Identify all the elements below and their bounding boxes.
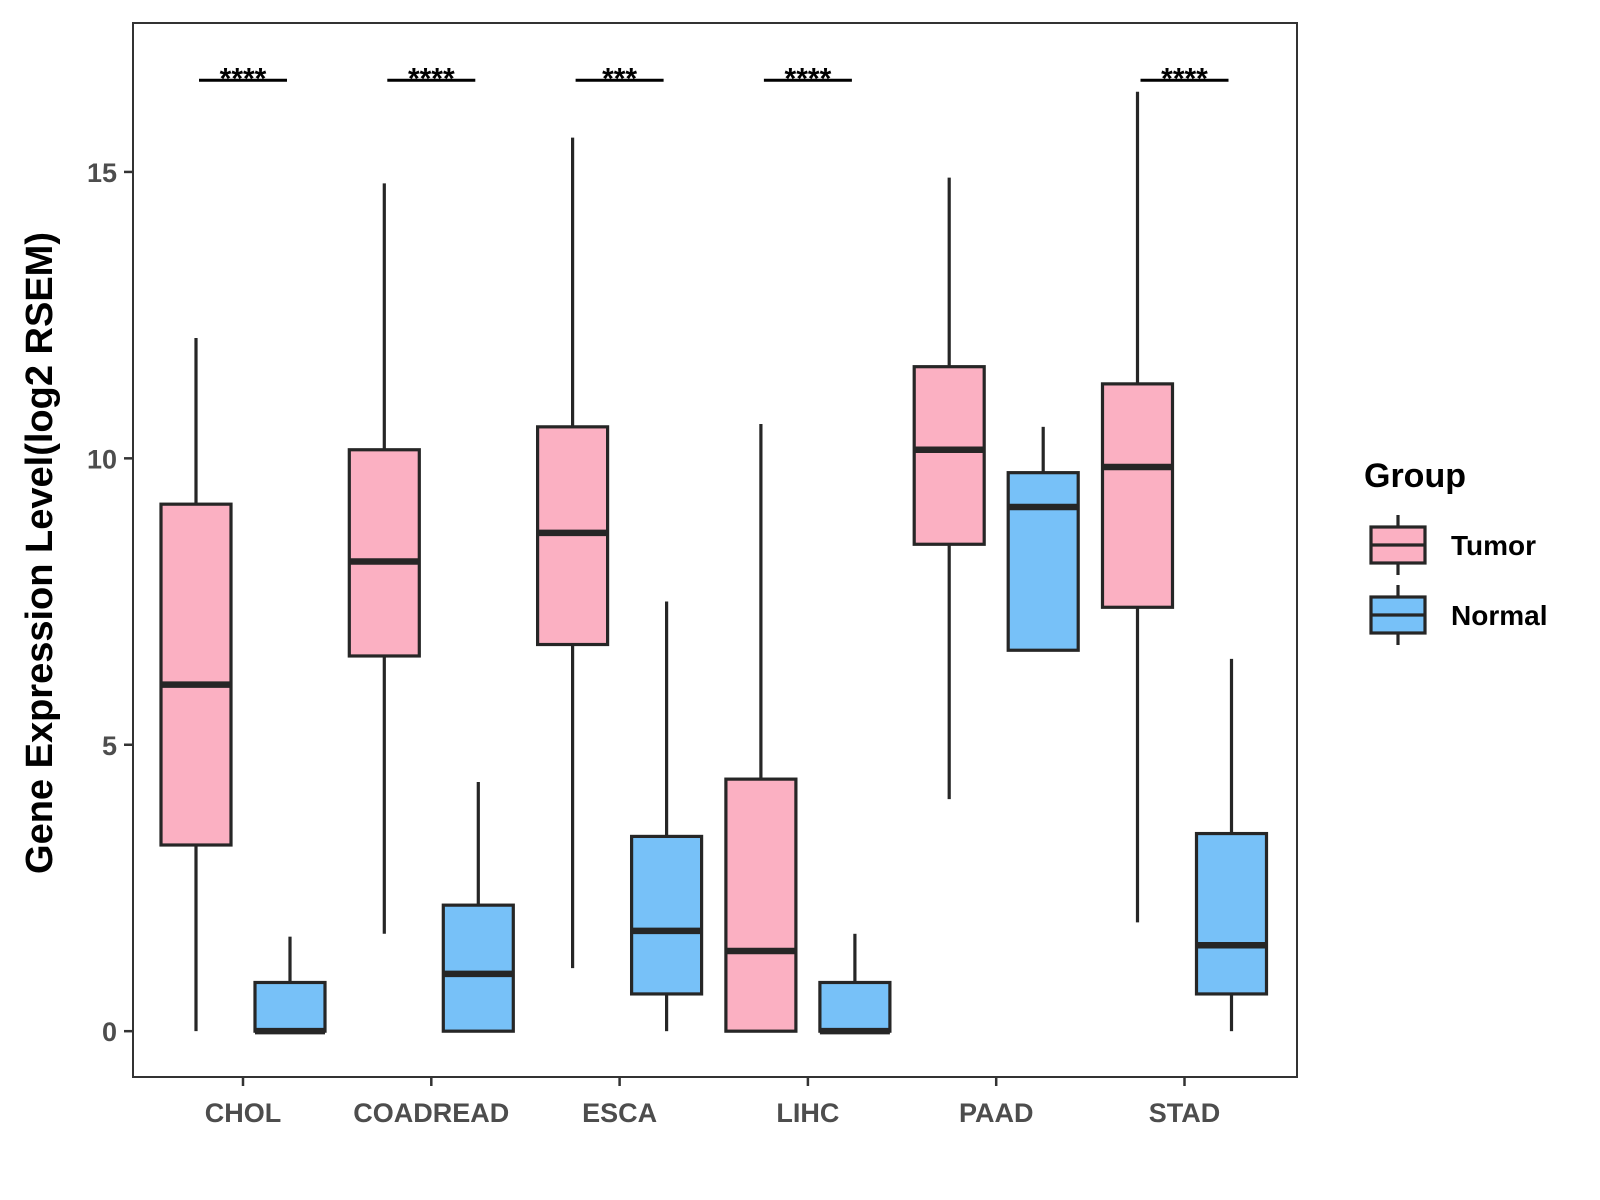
x-tick-label: LIHC <box>776 1098 839 1128</box>
iqr-box <box>253 980 327 1033</box>
legend: Group Tumor Normal <box>1364 457 1547 645</box>
box-normal-coadread <box>441 781 515 1033</box>
y-tick-label: 10 <box>87 444 117 474</box>
x-tick-label: COADREAD <box>353 1098 509 1128</box>
legend-title: Group <box>1364 457 1466 495</box>
iqr-box <box>159 502 233 847</box>
x-tick-label: STAD <box>1149 1098 1221 1128</box>
box-tumor-chol <box>159 338 233 1032</box>
box-tumor-esca <box>535 137 610 969</box>
y-tick-label: 5 <box>102 731 117 761</box>
iqr-box <box>724 777 798 1033</box>
x-tick-label: ESCA <box>582 1098 657 1128</box>
x-tick-label: CHOL <box>205 1098 282 1128</box>
x-tick-label: PAAD <box>959 1098 1034 1128</box>
y-tick-label: 0 <box>102 1017 117 1047</box>
iqr-box <box>912 365 986 546</box>
iqr-box <box>441 903 515 1033</box>
significance-label: **** <box>408 62 455 95</box>
box-tumor-stad <box>1100 91 1175 923</box>
y-axis-title: Gene Expression Level(log2 RSEM) <box>19 232 61 874</box>
legend-label: Tumor <box>1451 530 1536 561</box>
significance-label: **** <box>1161 62 1208 95</box>
legend-item-normal: Normal <box>1369 585 1547 645</box>
significance-label: **** <box>785 62 832 95</box>
legend-item-tumor: Tumor <box>1369 515 1536 575</box>
significance-label: *** <box>602 62 637 95</box>
iqr-box <box>1006 471 1080 652</box>
box-tumor-paad <box>912 177 986 800</box>
box-normal-paad <box>1006 426 1080 652</box>
plot-panel-border <box>132 22 1298 1078</box>
iqr-box <box>1194 831 1269 996</box>
iqr-box <box>1100 382 1175 609</box>
iqr-box <box>818 980 892 1033</box>
legend-label: Normal <box>1451 600 1547 631</box>
iqr-box <box>629 834 704 996</box>
iqr-box <box>347 448 421 658</box>
significance-label: **** <box>220 62 267 95</box>
box-normal-chol <box>253 936 327 1035</box>
y-tick-label: 15 <box>87 158 117 188</box>
box-normal-lihc <box>818 933 892 1035</box>
box-tumor-coadread <box>347 183 421 934</box>
box-normal-stad <box>1194 658 1269 1032</box>
box-tumor-lihc <box>724 423 798 1033</box>
box-normal-esca <box>629 601 704 1032</box>
